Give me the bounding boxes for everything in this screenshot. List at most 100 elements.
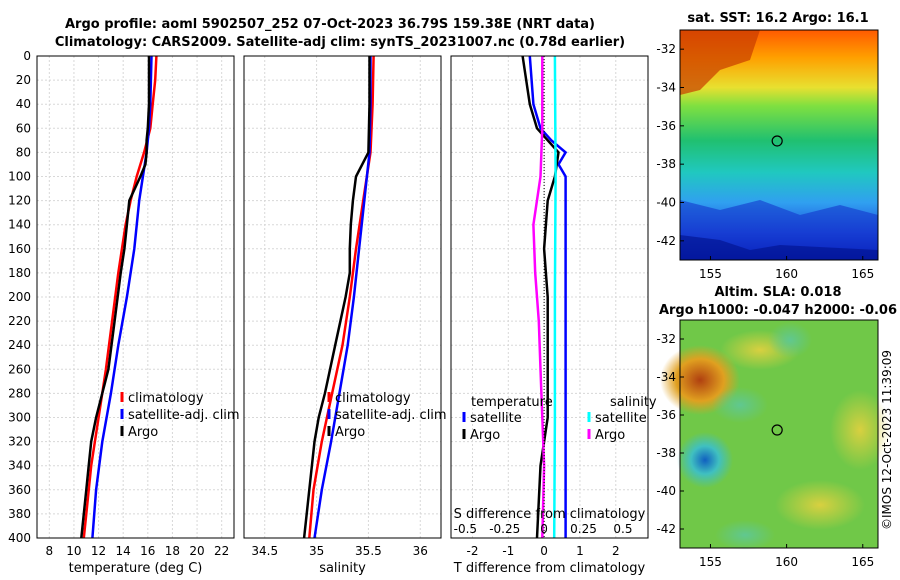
sst-xtick-label: 155 (699, 267, 722, 281)
sal-xtick-label: 35.5 (355, 544, 382, 558)
sla-teal-patch-1 (712, 387, 768, 423)
sal-series-argo (302, 56, 371, 539)
diff-top-tick-label: 0.25 (570, 522, 597, 536)
temp-series-argo (80, 56, 151, 539)
sst-map-frame (679, 29, 879, 261)
sal-legend-label: Argo (335, 425, 365, 440)
sla-xtick-label: 160 (775, 555, 798, 569)
temp-legend-label: climatology (128, 391, 204, 406)
diff-top-tick-label: 0.5 (613, 522, 632, 536)
sla-ytick-label: -40 (656, 484, 676, 498)
depth-tick-label: 360 (8, 483, 31, 497)
temp-xtick-label: 14 (116, 544, 131, 558)
temp-xtick-label: 20 (189, 544, 204, 558)
depth-tick-label: 340 (8, 459, 31, 473)
diff-series-salinity-argo (532, 56, 546, 539)
depth-tick-label: 0 (23, 49, 31, 63)
sal-legend-label: satellite-adj. clim (335, 408, 447, 423)
salinity-panel: 34.5 35 35.5 36 salinity climatology satellite… (243, 55, 447, 576)
diff-legend-salinity-label: Argo (595, 428, 625, 443)
sst-xtick-label: 160 (775, 267, 798, 281)
sla-map-frame (679, 319, 879, 549)
depth-tick-label: 160 (8, 242, 31, 256)
depth-tick-label: 120 (8, 194, 31, 208)
diff-legend-temperature-label: satellite (470, 411, 522, 426)
diff-xtick-label: 1 (576, 544, 584, 558)
figure-title-line1: Argo profile: aoml 5902507_252 07-Oct-20… (65, 17, 595, 32)
sal-xtick-label: 35 (309, 544, 324, 558)
temp-legend-label: Argo (128, 425, 158, 440)
temp-xtick-label: 16 (140, 544, 155, 558)
temp-legend-label: satellite-adj. clim (128, 408, 240, 423)
sla-map-title-line1: Altim. SLA: 0.018 (715, 285, 842, 300)
sst-coldest-band (680, 235, 878, 260)
diff-xtick-label: 2 (612, 544, 620, 558)
diff-series-salinity-satellite (552, 55, 557, 539)
diff-xtick-label: -2 (467, 544, 479, 558)
depth-tick-label: 300 (8, 411, 31, 425)
diff-top-tick-label: -0.25 (489, 522, 520, 536)
diff-top-tick-label: 0 (540, 522, 548, 536)
depth-tick-label: 400 (8, 531, 31, 545)
depth-tick-label: 260 (8, 362, 31, 376)
difference-panel: -2 -1 0 1 2 T difference from climatology temp… (450, 55, 657, 576)
diff-legend-salinity-heading: salinity (610, 395, 657, 410)
depth-tick-label: 20 (16, 73, 31, 87)
sla-yellow-patch-3 (830, 390, 890, 470)
diff-xtick-label: 0 (540, 544, 548, 558)
depth-tick-label: 280 (8, 386, 31, 400)
depth-tick-label: 100 (8, 170, 31, 184)
depth-tick-label: 380 (8, 507, 31, 521)
sla-yellow-patch-1 (775, 480, 865, 530)
temp-xtick-label: 12 (91, 544, 106, 558)
sal-series-satellite-adj-clim (313, 56, 372, 539)
sal-xtick-label: 34.5 (251, 544, 278, 558)
depth-tick-label: 180 (8, 266, 31, 280)
sal-xlabel: salinity (319, 561, 366, 576)
figure-title-line2: Climatology: CARS2009. Satellite-adj cli… (55, 35, 625, 50)
depth-tick-label: 320 (8, 435, 31, 449)
sla-ytick-label: -38 (656, 446, 676, 460)
sst-ytick-label: -42 (656, 234, 676, 248)
sst-xtick-label: 165 (851, 267, 874, 281)
sst-map-title: sat. SST: 16.2 Argo: 16.1 (687, 11, 868, 26)
diff-legend-temperature-label: Argo (470, 428, 500, 443)
sla-low-anomaly (677, 432, 733, 488)
diff-xlabel: T difference from climatology (453, 561, 646, 576)
depth-tick-label: 240 (8, 338, 31, 352)
sst-argo-marker (771, 135, 783, 147)
diff-xtick-label: -1 (502, 544, 514, 558)
temp-axes-frame (36, 55, 235, 539)
sal-xtick-label: 36 (413, 544, 428, 558)
sla-xtick-label: 165 (851, 555, 874, 569)
sla-ytick-label: -34 (656, 370, 676, 384)
diff-xlabel-top: S difference from climatology (454, 507, 646, 522)
sla-ytick-label: -42 (656, 522, 676, 536)
diff-top-tick-label: -0.5 (454, 522, 477, 536)
diff-legend-temperature-heading: temperature (471, 395, 553, 410)
sla-xtick-label: 155 (699, 555, 722, 569)
sla-teal-patch-2 (768, 322, 812, 358)
sst-warm-core (680, 30, 760, 95)
sla-map: 155 160 165 -32 -34 -36 -38 -40 -42 (656, 319, 890, 569)
sst-ytick-label: -40 (656, 196, 676, 210)
sla-teal-patch-3 (715, 520, 775, 550)
depth-tick-label: 80 (16, 145, 31, 159)
sla-ytick-label: -32 (656, 332, 676, 346)
sst-ytick-label: -38 (656, 157, 676, 171)
sst-ytick-label: -34 (656, 81, 676, 95)
diff-legend-salinity-label: satellite (595, 411, 647, 426)
sla-argo-marker (771, 424, 783, 436)
sla-ytick-label: -36 (656, 408, 676, 422)
depth-tick-label: 60 (16, 121, 31, 135)
temp-xtick-label: 22 (214, 544, 229, 558)
sal-series-climatology (308, 55, 375, 539)
diff-axes-frame (450, 55, 649, 539)
sal-axes-frame (243, 55, 442, 539)
temp-xtick-label: 10 (66, 544, 81, 558)
diff-series-temperature-argo (521, 55, 560, 539)
depth-tick-label: 140 (8, 218, 31, 232)
sst-map: 155 160 165 -32 -34 -36 -38 -40 -42 (656, 29, 879, 281)
temp-xtick-label: 18 (165, 544, 180, 558)
